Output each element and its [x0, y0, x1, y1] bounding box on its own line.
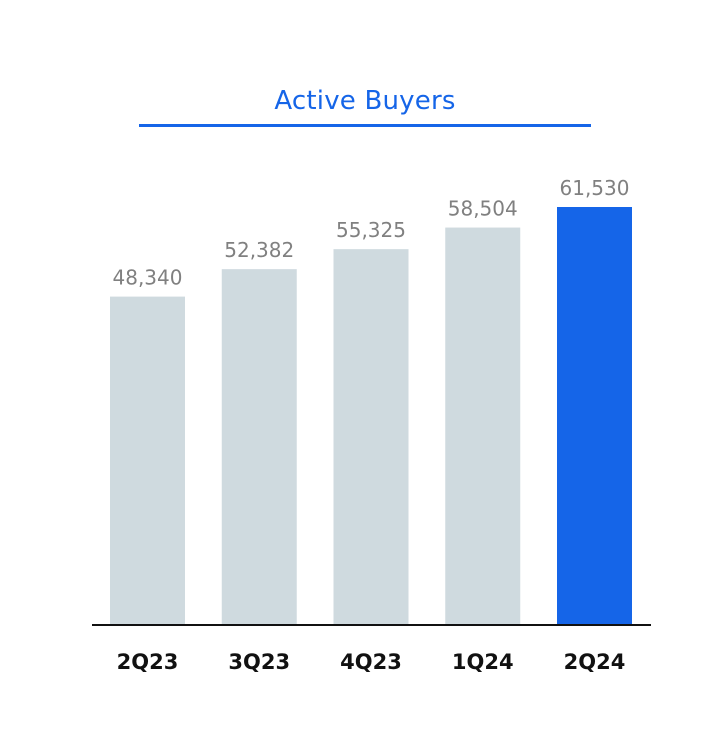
category-label-4q23: 4Q23: [340, 650, 402, 674]
bar-2q24: [557, 207, 632, 625]
bar-1q24: [445, 227, 521, 625]
value-label-2q23: 48,340: [113, 266, 183, 290]
category-label-1q24: 1Q24: [452, 650, 514, 674]
category-label-3q23: 3Q23: [228, 650, 290, 674]
bar-4q23: [333, 249, 409, 625]
labels-layer: 48,340 2Q23 52,382 3Q23 55,325 4Q23 58,504 1Q24…: [113, 176, 630, 674]
chart-title: Active Buyers: [274, 86, 456, 116]
bar-3q23: [221, 269, 297, 625]
value-label-2q24: 61,530: [560, 176, 630, 200]
category-label-2q24: 2Q24: [564, 650, 626, 674]
bar-2q23: [110, 296, 185, 625]
bars-layer: [110, 207, 632, 625]
value-label-1q24: 58,504: [448, 197, 518, 221]
value-label-4q23: 55,325: [336, 218, 406, 242]
value-label-3q23: 52,382: [224, 238, 294, 262]
category-label-2q23: 2Q23: [117, 650, 179, 674]
title-underline: [139, 124, 591, 127]
